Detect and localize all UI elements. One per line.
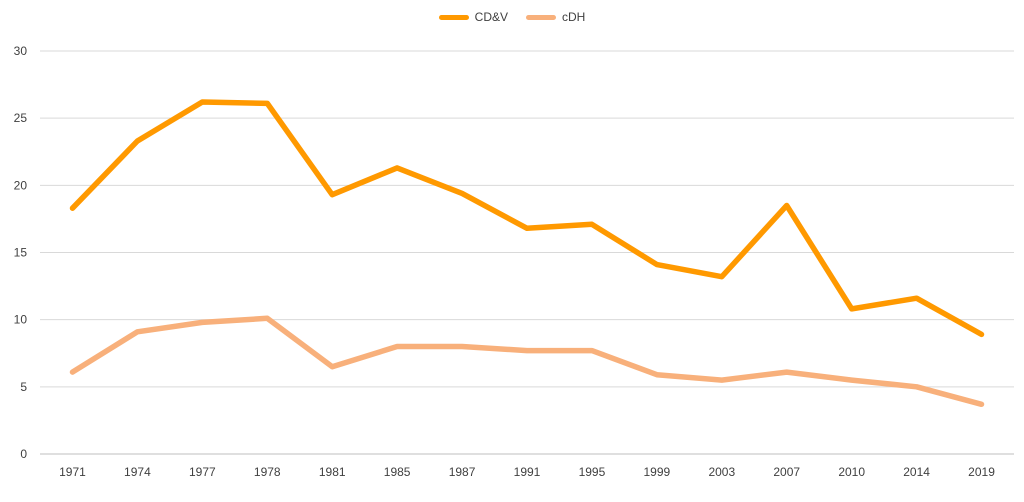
- x-tick-label: 1977: [189, 465, 216, 479]
- legend-item-cdv: CD&V: [438, 10, 508, 24]
- y-tick-label: 25: [14, 111, 28, 125]
- y-tick-label: 5: [20, 380, 27, 394]
- y-tick-label: 20: [14, 178, 28, 192]
- x-tick-label: 1971: [59, 465, 86, 479]
- x-tick-label: 1978: [254, 465, 281, 479]
- y-tick-label: 15: [14, 246, 28, 260]
- x-tick-label: 2007: [773, 465, 800, 479]
- series-line-cdv: [69, 99, 985, 338]
- x-tick-label: 1974: [124, 465, 151, 479]
- x-tick-label: 1985: [384, 465, 411, 479]
- x-tick-label: 2019: [968, 465, 995, 479]
- legend-item-cdh: cDH: [526, 10, 585, 24]
- x-tick-label: 1991: [514, 465, 541, 479]
- x-tick-label: 1999: [644, 465, 671, 479]
- x-tick-label: 1995: [579, 465, 606, 479]
- x-tick-label: 2010: [838, 465, 865, 479]
- y-tick-label: 0: [20, 447, 27, 461]
- legend-swatch-cdv: [438, 14, 469, 20]
- legend: CD&V cDH: [0, 10, 1024, 24]
- series-line-cdh: [69, 315, 985, 408]
- x-tick-label: 2014: [903, 465, 930, 479]
- x-tick-label: 1981: [319, 465, 346, 479]
- y-tick-label: 30: [14, 44, 28, 58]
- legend-label-cdh: cDH: [562, 10, 586, 24]
- x-tick-label: 1987: [449, 465, 476, 479]
- y-tick-label: 10: [14, 313, 28, 327]
- x-tick-label: 2003: [708, 465, 735, 479]
- legend-label-cdv: CD&V: [474, 10, 508, 24]
- legend-swatch-cdh: [526, 14, 556, 20]
